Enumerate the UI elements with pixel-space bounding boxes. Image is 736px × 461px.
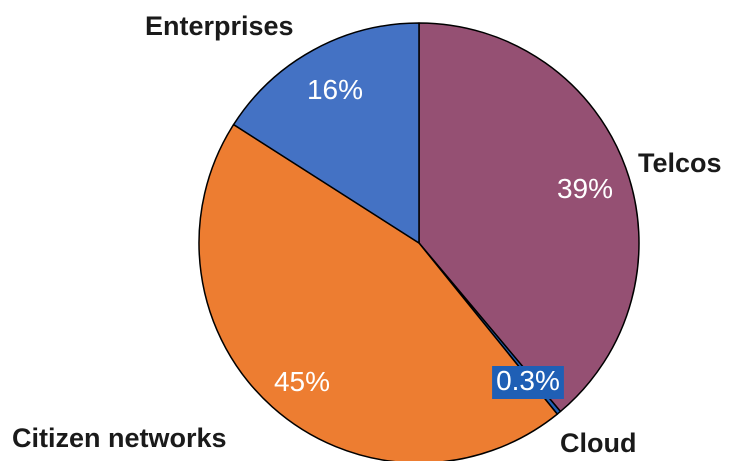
pie-labels: 39% Telcos 0.3% Cloud 45% Citizen networks 16%… bbox=[12, 11, 722, 458]
value-label-citizen-networks: 45% bbox=[274, 366, 330, 397]
value-label-cloud: 0.3% bbox=[496, 365, 560, 396]
pie-slice-telcos bbox=[418, 22, 640, 413]
pie-slice-citizen-networks bbox=[198, 123, 559, 461]
category-label-telcos: Telcos bbox=[638, 148, 722, 178]
pie-slice-enterprises bbox=[232, 22, 420, 244]
category-label-enterprises: Enterprises bbox=[145, 11, 294, 41]
value-label-background-cloud bbox=[492, 366, 564, 399]
pie-slices bbox=[198, 22, 640, 461]
value-label-telcos: 39% bbox=[557, 173, 613, 204]
category-label-citizen-networks: Citizen networks bbox=[12, 423, 227, 453]
category-label-cloud: Cloud bbox=[560, 428, 636, 458]
value-label-enterprises: 16% bbox=[307, 74, 363, 105]
